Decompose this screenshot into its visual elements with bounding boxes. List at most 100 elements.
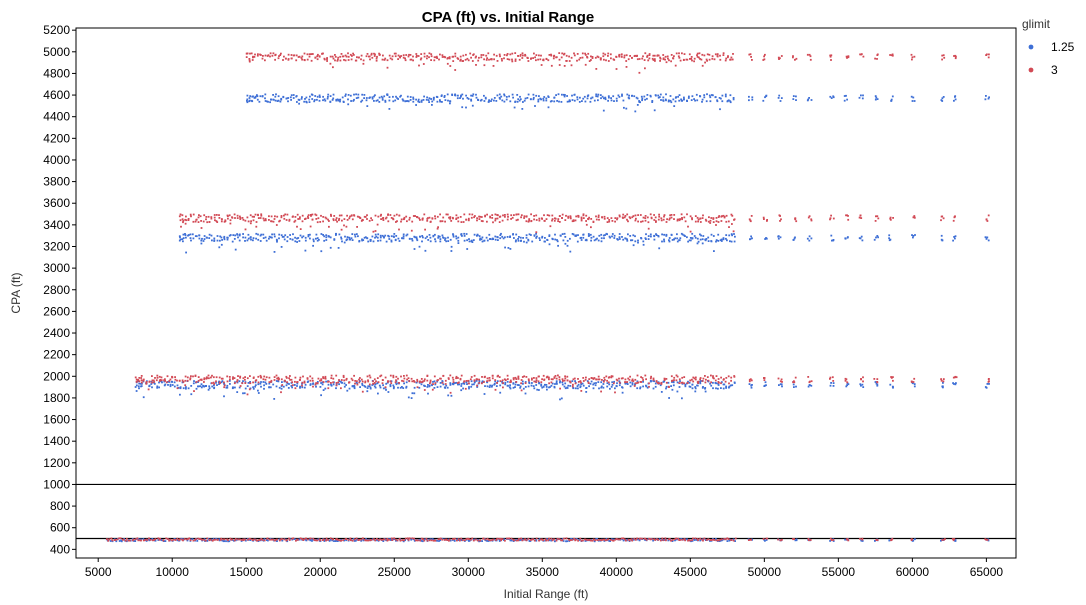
data-point (810, 218, 813, 221)
data-point (262, 55, 264, 57)
data-point (665, 93, 667, 96)
data-point (315, 233, 318, 236)
data-point (473, 374, 476, 377)
data-point (779, 100, 782, 102)
data-point (720, 215, 723, 218)
data-point (515, 213, 518, 216)
data-point (392, 384, 395, 387)
data-point (616, 217, 619, 220)
data-point (394, 55, 397, 58)
data-point (418, 101, 421, 103)
data-point (429, 380, 432, 383)
data-point (460, 221, 463, 223)
data-point (343, 241, 346, 244)
data-point (636, 97, 639, 100)
data-point (582, 539, 584, 542)
data-point (566, 95, 568, 97)
data-point (252, 239, 254, 242)
data-point (371, 219, 374, 221)
data-point (272, 383, 275, 386)
data-point (585, 376, 587, 379)
data-point (696, 242, 699, 245)
data-point (809, 55, 812, 58)
data-point (432, 383, 434, 385)
data-point (303, 380, 306, 383)
data-point (260, 54, 262, 56)
data-point (335, 99, 338, 102)
data-point (402, 99, 405, 102)
data-point (362, 537, 364, 540)
data-point (319, 221, 322, 223)
data-point (592, 221, 595, 223)
data-point (470, 380, 473, 383)
data-point (296, 225, 298, 228)
data-point (205, 216, 208, 218)
data-point (829, 376, 832, 379)
band-1-25-1920 (134, 380, 990, 401)
data-point (337, 539, 339, 541)
data-point (255, 237, 257, 240)
data-point (392, 376, 395, 379)
data-point (748, 378, 751, 381)
data-point (748, 95, 750, 98)
data-point (456, 382, 459, 384)
data-point (323, 58, 326, 61)
data-point (617, 94, 620, 97)
data-point (313, 99, 316, 101)
data-point (283, 238, 286, 241)
data-point (365, 97, 368, 99)
data-point (272, 220, 275, 223)
data-point (322, 234, 324, 236)
data-point (631, 379, 633, 382)
data-point (278, 538, 281, 541)
data-point (198, 234, 201, 237)
data-point (244, 378, 246, 381)
data-point (388, 99, 391, 102)
data-point (242, 392, 244, 395)
data-point (533, 215, 535, 217)
data-point (596, 539, 599, 541)
data-point (717, 378, 720, 380)
data-point (402, 237, 405, 240)
data-point (181, 218, 184, 221)
data-point (422, 538, 424, 541)
data-point (168, 539, 170, 542)
data-point (407, 55, 410, 58)
data-point (481, 240, 484, 243)
data-point (676, 237, 679, 240)
data-point (142, 378, 145, 381)
data-point (124, 539, 127, 542)
data-point (542, 385, 545, 388)
data-point (322, 376, 324, 378)
data-point (468, 538, 470, 540)
data-point (940, 219, 942, 222)
data-point (153, 382, 156, 385)
data-point (385, 216, 388, 219)
data-point (433, 56, 436, 59)
data-point (303, 381, 306, 384)
data-point (410, 377, 413, 380)
data-point (387, 220, 390, 223)
data-point (749, 53, 752, 56)
data-point (341, 240, 343, 243)
data-point (678, 94, 681, 96)
data-point (636, 382, 639, 384)
data-point (550, 539, 553, 542)
data-point (369, 539, 371, 542)
data-point (413, 386, 416, 389)
data-point (277, 378, 280, 381)
data-point (296, 241, 298, 243)
data-point (396, 220, 398, 223)
data-point (567, 384, 570, 387)
data-point (570, 538, 573, 540)
data-point (913, 100, 916, 102)
data-point (398, 538, 401, 540)
data-point (145, 540, 148, 542)
data-point (691, 237, 694, 239)
data-point (694, 220, 697, 223)
data-point (941, 97, 944, 100)
data-point (705, 238, 708, 240)
data-point (554, 233, 556, 236)
data-point (364, 236, 367, 239)
data-point (229, 537, 232, 540)
